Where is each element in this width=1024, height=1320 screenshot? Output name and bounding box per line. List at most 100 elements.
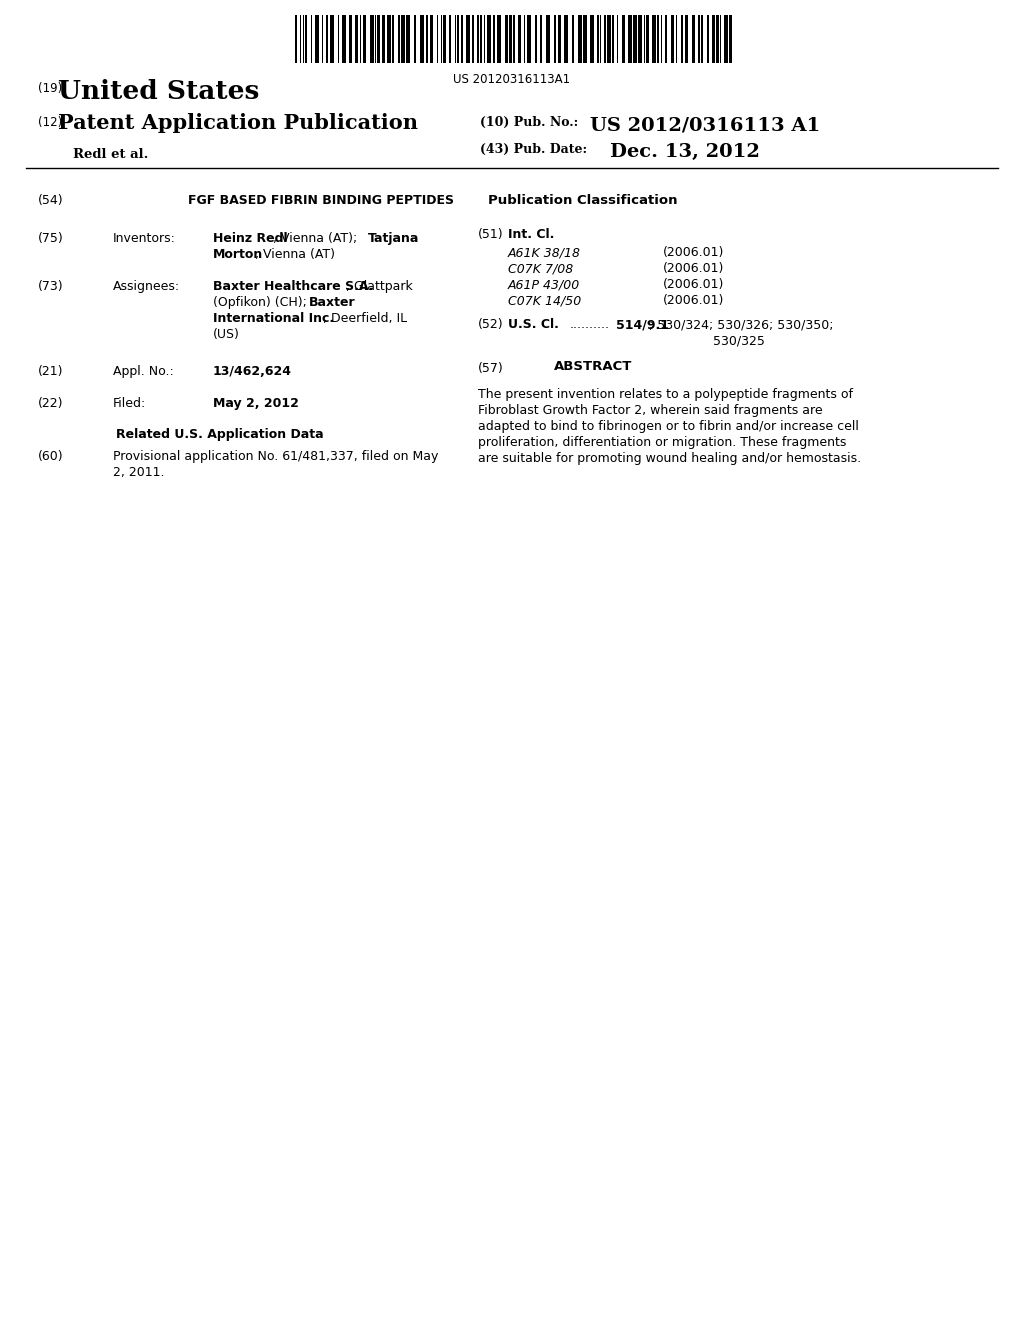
Bar bbox=[426, 15, 428, 63]
Bar bbox=[583, 15, 587, 63]
Text: (19): (19) bbox=[38, 82, 62, 95]
Text: (60): (60) bbox=[38, 450, 63, 463]
Bar bbox=[330, 15, 334, 63]
Bar bbox=[505, 15, 508, 63]
Bar bbox=[681, 15, 683, 63]
Bar bbox=[487, 15, 492, 63]
Bar bbox=[421, 15, 424, 63]
Text: Publication Classification: Publication Classification bbox=[488, 194, 678, 207]
Bar bbox=[638, 15, 642, 63]
Bar bbox=[477, 15, 479, 63]
Text: (10) Pub. No.:: (10) Pub. No.: bbox=[480, 116, 579, 129]
Text: proliferation, differentiation or migration. These fragments: proliferation, differentiation or migrat… bbox=[478, 436, 847, 449]
Bar bbox=[397, 15, 399, 63]
Bar bbox=[354, 15, 357, 63]
Text: May 2, 2012: May 2, 2012 bbox=[213, 397, 299, 411]
Bar bbox=[480, 15, 482, 63]
Bar bbox=[558, 15, 561, 63]
Bar bbox=[564, 15, 567, 63]
Text: are suitable for promoting wound healing and/or hemostasis.: are suitable for promoting wound healing… bbox=[478, 451, 861, 465]
Bar bbox=[391, 15, 393, 63]
Text: Related U.S. Application Data: Related U.S. Application Data bbox=[116, 428, 324, 441]
Text: (21): (21) bbox=[38, 366, 63, 378]
Bar bbox=[535, 15, 537, 63]
Bar bbox=[692, 15, 695, 63]
Bar bbox=[712, 15, 715, 63]
Text: (2006.01): (2006.01) bbox=[663, 246, 724, 259]
Text: US 2012/0316113 A1: US 2012/0316113 A1 bbox=[590, 116, 820, 135]
Text: (2006.01): (2006.01) bbox=[663, 279, 724, 290]
Bar bbox=[362, 15, 366, 63]
Bar bbox=[657, 15, 659, 63]
Bar bbox=[527, 15, 530, 63]
Bar bbox=[578, 15, 582, 63]
Text: A61P 43/00: A61P 43/00 bbox=[508, 279, 581, 290]
Bar bbox=[611, 15, 613, 63]
Bar bbox=[430, 15, 433, 63]
Text: Inventors:: Inventors: bbox=[113, 232, 176, 246]
Text: (2006.01): (2006.01) bbox=[663, 294, 724, 308]
Bar bbox=[571, 15, 573, 63]
Text: C07K 7/08: C07K 7/08 bbox=[508, 261, 573, 275]
Text: Appl. No.:: Appl. No.: bbox=[113, 366, 174, 378]
Bar bbox=[305, 15, 307, 63]
Bar bbox=[382, 15, 385, 63]
Bar bbox=[634, 15, 638, 63]
Text: , Vienna (AT): , Vienna (AT) bbox=[255, 248, 335, 261]
Text: 13/462,624: 13/462,624 bbox=[213, 366, 292, 378]
Bar bbox=[590, 15, 594, 63]
Text: (22): (22) bbox=[38, 397, 63, 411]
Text: U.S. Cl.: U.S. Cl. bbox=[508, 318, 559, 331]
Bar bbox=[472, 15, 474, 63]
Bar bbox=[466, 15, 470, 63]
Bar bbox=[708, 15, 709, 63]
Bar bbox=[342, 15, 346, 63]
Bar bbox=[497, 15, 501, 63]
Bar bbox=[603, 15, 605, 63]
Text: (52): (52) bbox=[478, 318, 504, 331]
Text: Assignees:: Assignees: bbox=[113, 280, 180, 293]
Text: (43) Pub. Date:: (43) Pub. Date: bbox=[480, 143, 587, 156]
Text: , Vienna (AT);: , Vienna (AT); bbox=[273, 232, 361, 246]
Bar bbox=[387, 15, 390, 63]
Text: The present invention relates to a polypeptide fragments of: The present invention relates to a polyp… bbox=[478, 388, 853, 401]
Bar bbox=[672, 15, 674, 63]
Bar bbox=[349, 15, 351, 63]
Bar bbox=[450, 15, 452, 63]
Bar bbox=[546, 15, 550, 63]
Text: (54): (54) bbox=[38, 194, 63, 207]
Bar bbox=[494, 15, 495, 63]
Bar bbox=[295, 15, 297, 63]
Text: 530/325: 530/325 bbox=[713, 334, 765, 347]
Text: Patent Application Publication: Patent Application Publication bbox=[58, 114, 418, 133]
Bar bbox=[701, 15, 703, 63]
Text: (Opfikon) (CH);: (Opfikon) (CH); bbox=[213, 296, 311, 309]
Text: ABSTRACT: ABSTRACT bbox=[554, 360, 632, 374]
Bar bbox=[652, 15, 656, 63]
Text: Morton: Morton bbox=[213, 248, 263, 261]
Bar bbox=[415, 15, 417, 63]
Text: Int. Cl.: Int. Cl. bbox=[508, 228, 554, 242]
Bar bbox=[326, 15, 328, 63]
Bar bbox=[729, 15, 732, 63]
Text: ; 530/324; 530/326; 530/350;: ; 530/324; 530/326; 530/350; bbox=[649, 318, 834, 331]
Bar bbox=[716, 15, 719, 63]
Bar bbox=[724, 15, 728, 63]
Text: A61K 38/18: A61K 38/18 bbox=[508, 246, 581, 259]
Bar bbox=[509, 15, 512, 63]
Text: (75): (75) bbox=[38, 232, 63, 246]
Bar bbox=[518, 15, 521, 63]
Text: Tatjana: Tatjana bbox=[368, 232, 420, 246]
Bar bbox=[377, 15, 380, 63]
Bar bbox=[370, 15, 374, 63]
Text: Baxter: Baxter bbox=[309, 296, 355, 309]
Text: Baxter Healthcare S.A.: Baxter Healthcare S.A. bbox=[213, 280, 374, 293]
Text: US 20120316113A1: US 20120316113A1 bbox=[454, 73, 570, 86]
Text: 514/9.1: 514/9.1 bbox=[616, 318, 669, 331]
Text: United States: United States bbox=[58, 79, 259, 104]
Bar bbox=[407, 15, 411, 63]
Bar bbox=[554, 15, 556, 63]
Text: (2006.01): (2006.01) bbox=[663, 261, 724, 275]
Text: (51): (51) bbox=[478, 228, 504, 242]
Text: FGF BASED FIBRIN BINDING PEPTIDES: FGF BASED FIBRIN BINDING PEPTIDES bbox=[188, 194, 454, 207]
